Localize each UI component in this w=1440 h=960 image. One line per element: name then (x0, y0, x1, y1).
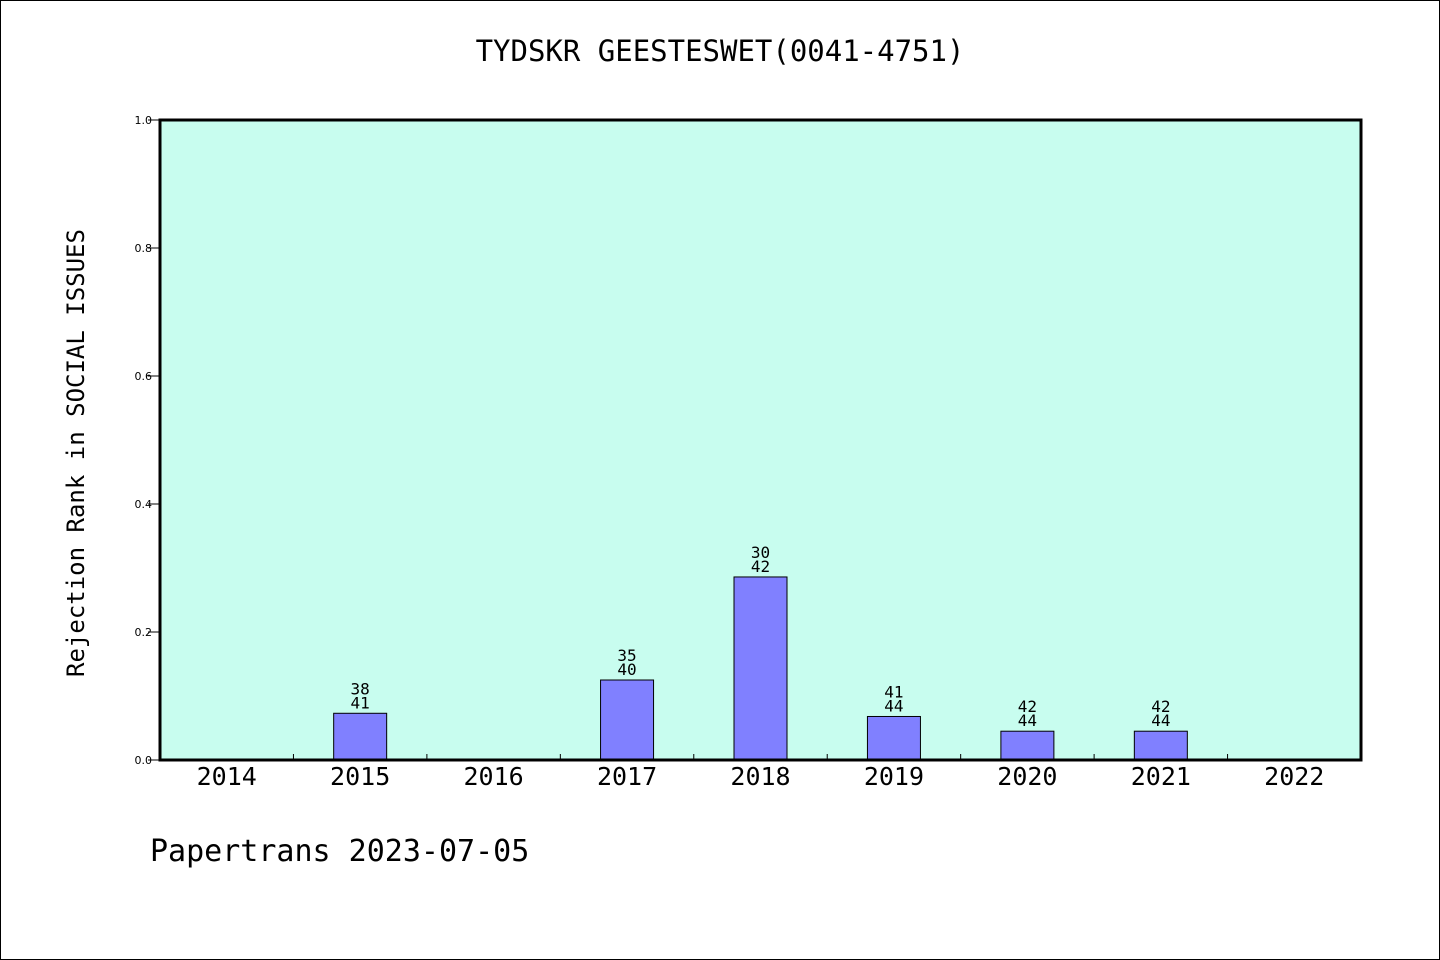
x-tick-label: 2020 (997, 762, 1057, 791)
x-axis: 2014 2015 2016 2017 2018 2019 2020 2021 2022 (197, 754, 1324, 791)
bar-label-upper: 42 (1018, 697, 1037, 716)
y-tick-label: 1.0 (135, 114, 153, 127)
x-tick-label: 2022 (1264, 762, 1324, 791)
plot-border (158, 118, 1363, 762)
x-tick-label: 2021 (1131, 762, 1191, 791)
bar-label-lower: 44 (1151, 711, 1170, 730)
y-tick-label: 0.0 (135, 754, 153, 767)
footer-credit: Papertrans 2023-07-05 (150, 834, 530, 869)
y-tick-label: 0.6 (135, 370, 153, 383)
y-tick-label: 0.4 (135, 498, 153, 511)
bar-label-lower: 44 (1018, 711, 1037, 730)
bar-label-lower: 42 (751, 557, 770, 576)
bar (1133, 730, 1188, 761)
bar-label-upper: 41 (884, 682, 903, 701)
bar (333, 712, 388, 761)
x-tick-label: 2014 (197, 762, 257, 791)
y-tick-label: 0.2 (135, 626, 153, 639)
y-axis: 0.0 0.2 0.4 0.6 0.8 1.0 (135, 114, 160, 767)
x-tick-label: 2019 (864, 762, 924, 791)
x-tick-label: 2017 (597, 762, 657, 791)
bar (866, 715, 921, 761)
bar (1000, 730, 1055, 761)
bar-label-upper: 42 (1151, 697, 1170, 716)
x-tick-label: 2018 (730, 762, 790, 791)
bar-label-lower: 44 (884, 696, 903, 715)
bar-label-lower: 40 (617, 660, 636, 679)
chart-title: TYDSKR GEESTESWET(0041-4751) (475, 34, 965, 68)
bar-label-lower: 41 (351, 693, 370, 712)
x-tick-label: 2016 (464, 762, 524, 791)
bar-label-upper: 35 (617, 646, 636, 665)
y-tick-label: 0.8 (135, 242, 153, 255)
bar (733, 576, 788, 761)
x-tick-label: 2015 (330, 762, 390, 791)
bar-label-upper: 30 (751, 543, 770, 562)
bar (600, 679, 655, 761)
bar-label-upper: 38 (351, 679, 370, 698)
